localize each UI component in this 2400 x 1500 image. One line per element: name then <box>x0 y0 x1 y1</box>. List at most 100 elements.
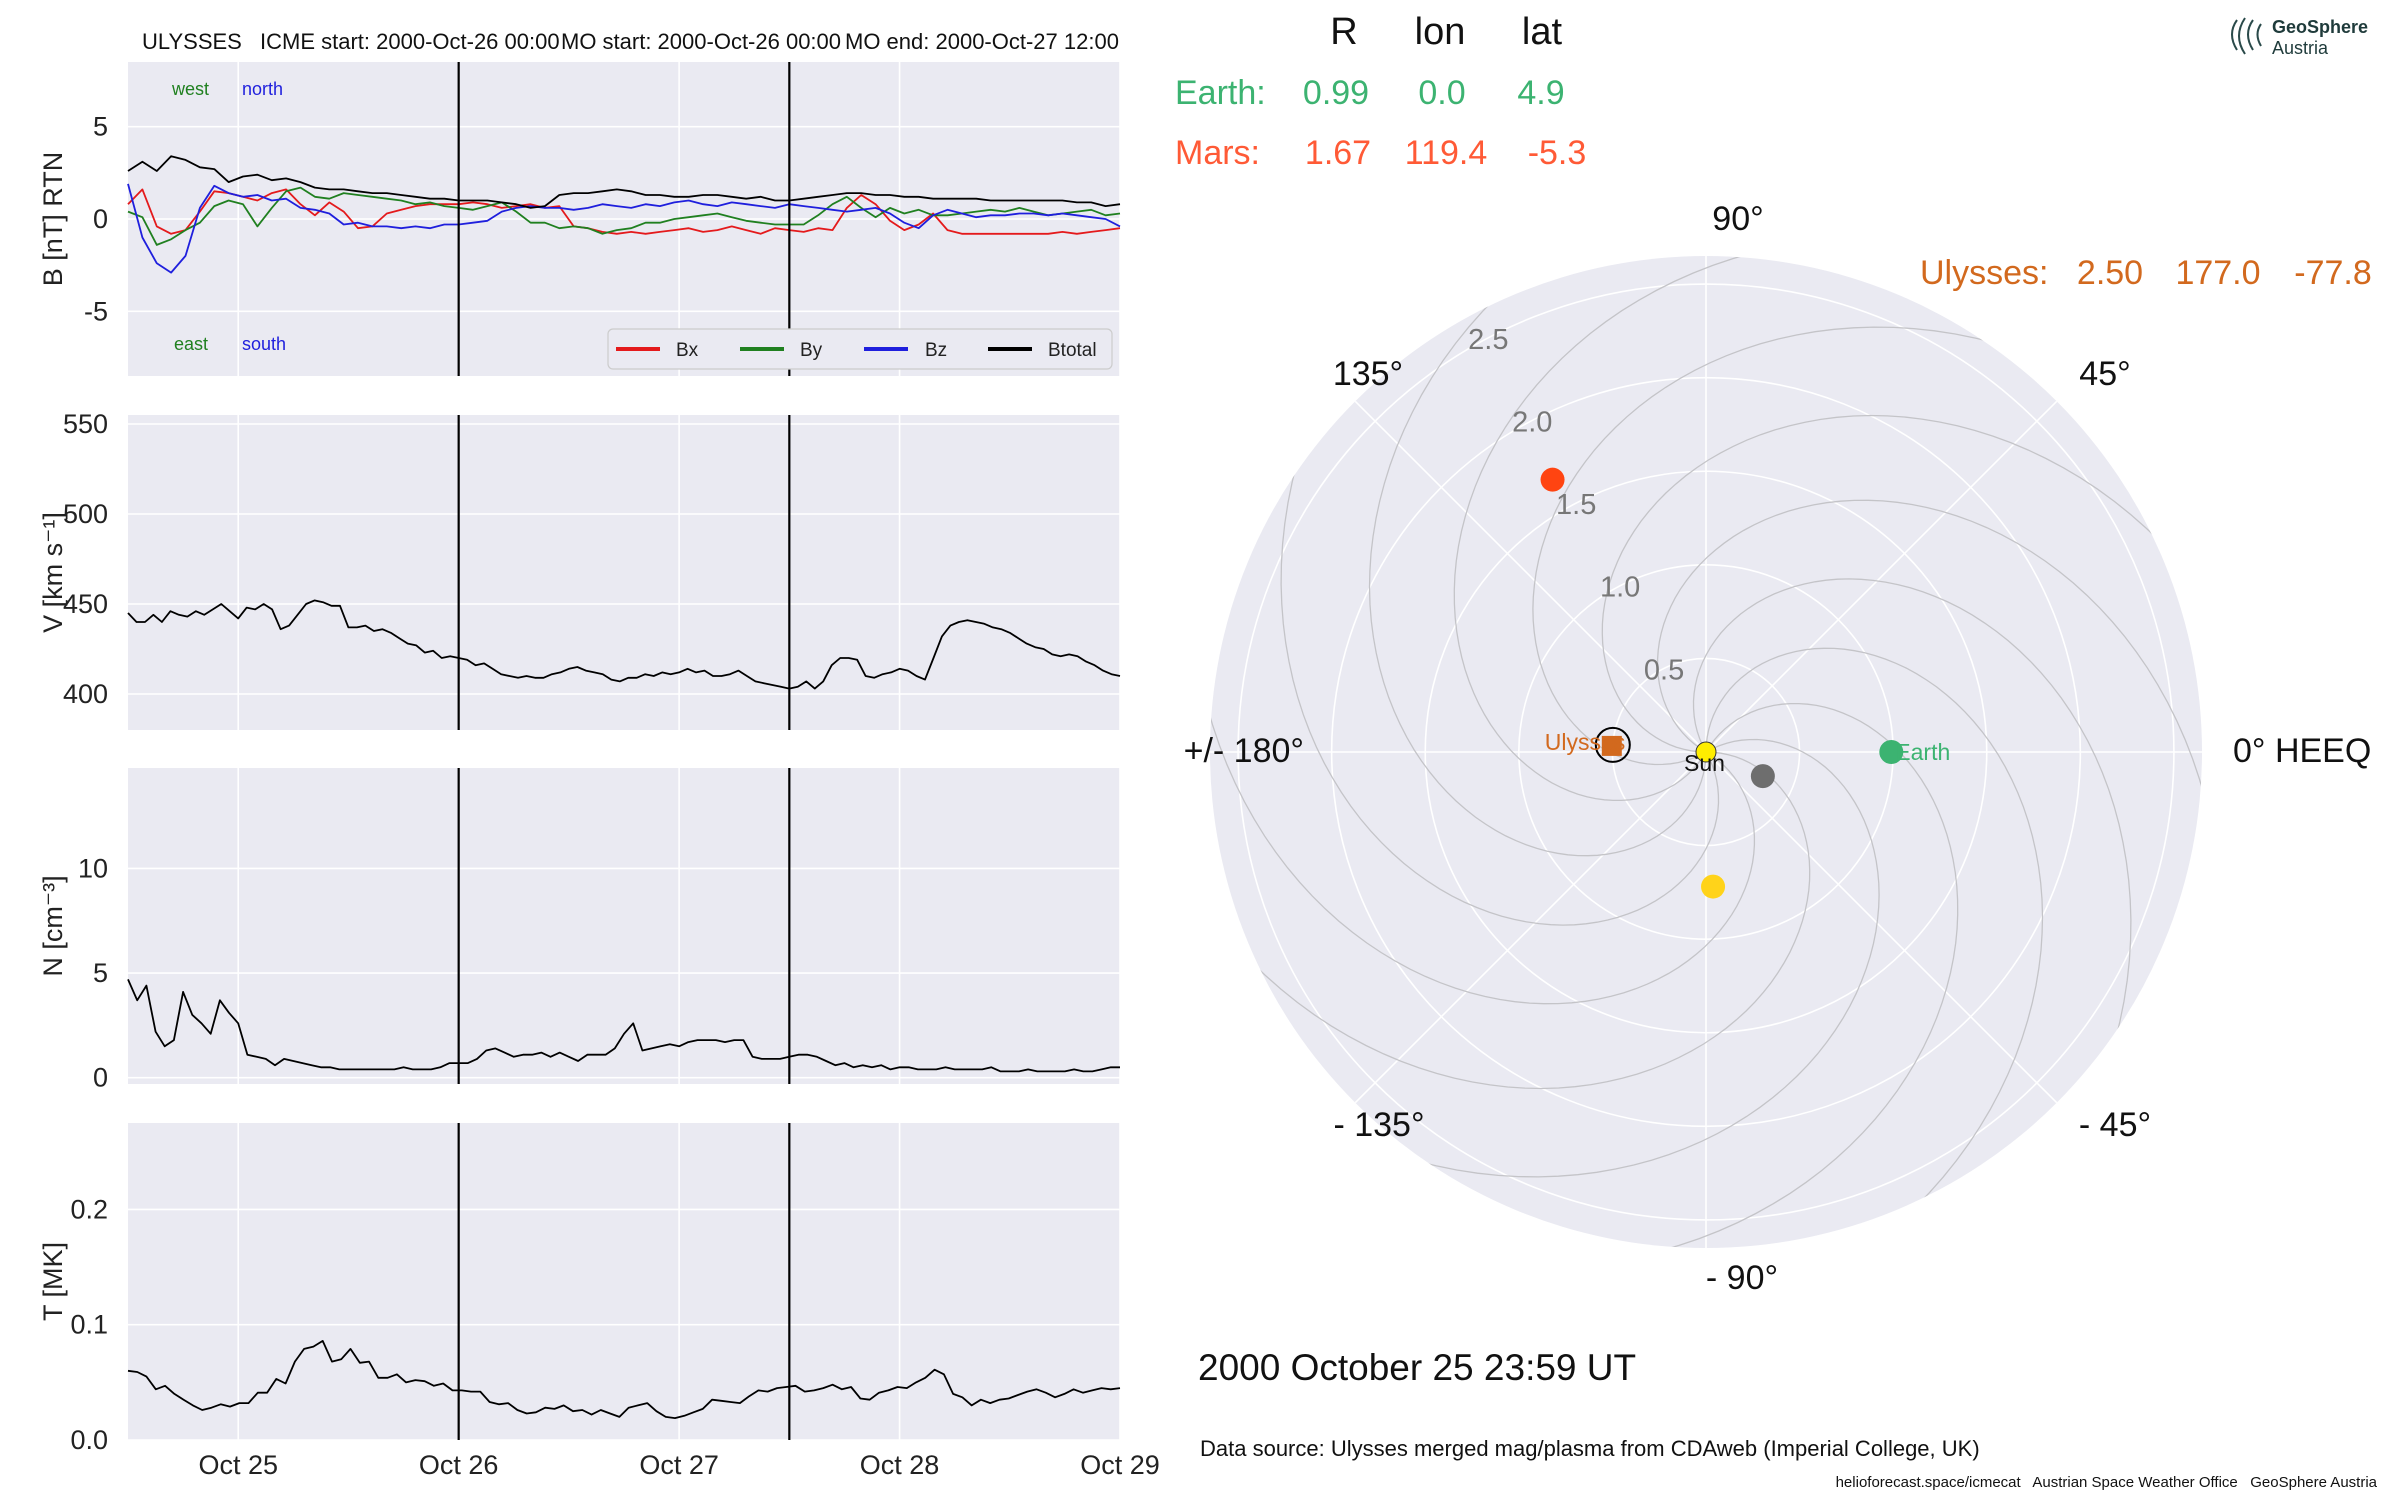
mars-marker <box>1540 467 1565 492</box>
earth-label: Earth <box>1895 739 1950 765</box>
density-panel: 0 5 10 N [cm⁻³] <box>38 768 1121 1093</box>
n-ytick-label: 10 <box>78 853 108 883</box>
polar-spoke <box>1705 751 2058 1104</box>
angle-label: 0° HEEQ <box>2233 732 2371 770</box>
angle-label: - 135° <box>1333 1106 1424 1144</box>
header-spacecraft: ULYSSES <box>142 29 242 54</box>
x-tick-label: Oct 26 <box>419 1450 499 1480</box>
spiral-line <box>1368 256 2004 857</box>
v-ytick-label: 500 <box>63 499 108 529</box>
earth-row-lon: 0.0 <box>1418 74 1465 112</box>
ulysses-label: Ulysses <box>1545 729 1626 755</box>
earth-row-label: Earth: <box>1175 74 1266 112</box>
spiral-line <box>1210 702 1959 1248</box>
earth-marker <box>1879 740 1904 764</box>
radial-tick-label: 2.0 <box>1512 406 1552 438</box>
legend-by-label: By <box>800 340 823 361</box>
series-v <box>127 599 1121 690</box>
table-header-r: R <box>1330 11 1357 53</box>
data-source: Data source: Ulysses merged mag/plasma f… <box>1200 1436 1980 1461</box>
t-ytick-label: 0.1 <box>70 1310 108 1340</box>
legend-bz-label: Bz <box>925 340 947 361</box>
geosphere-logo: GeoSphere Austria <box>2231 17 2368 58</box>
legend-bx-label: Bx <box>676 340 699 361</box>
footer: helioforecast.space/icmecat Austrian Spa… <box>1836 1474 2378 1491</box>
angle-label: - 45° <box>2079 1106 2151 1144</box>
n-ylabel: N [cm⁻³] <box>38 875 68 976</box>
earth-row-lat: 4.9 <box>1517 74 1564 112</box>
legend-btotal-label: Btotal <box>1048 340 1097 361</box>
b-legend: Bx By Bz Btotal <box>607 328 1113 370</box>
angle-label: +/- 180° <box>1184 732 1304 770</box>
series-by <box>127 186 1121 246</box>
t-panel-background <box>128 1123 1120 1440</box>
b-ytick-label: 5 <box>93 112 108 142</box>
logo-line1: GeoSphere <box>2272 17 2368 37</box>
x-tick-label: Oct 25 <box>198 1450 278 1480</box>
series-n <box>127 979 1120 1073</box>
south-label: south <box>242 334 286 354</box>
b-ylabel: B [nT] RTN <box>38 152 68 287</box>
earth-row: Earth: 0.99 0.0 4.9 <box>1175 74 1565 112</box>
b-ytick-label: 0 <box>93 204 108 234</box>
mars-row: Mars: 1.67 119.4 -5.3 <box>1175 134 1586 172</box>
polar-spoke <box>1354 751 1707 1104</box>
t-ytick-label: 0.2 <box>70 1194 108 1224</box>
polar-spoke <box>1354 400 1707 753</box>
speed-panel: 400 450 500 550 V [km s⁻¹] <box>38 409 1121 730</box>
venus-marker <box>1701 874 1726 899</box>
x-tick-label: Oct 28 <box>860 1450 940 1480</box>
timestamp: 2000 October 25 23:59 UT <box>1198 1347 1636 1388</box>
ulysses-marker-ring <box>1594 726 1631 763</box>
b-ytick-label: -5 <box>84 296 108 326</box>
mars-row-r: 1.67 <box>1305 134 1371 172</box>
logo-mark-icon <box>2231 17 2262 55</box>
ulysses-marker <box>1601 735 1622 756</box>
header-icme-start: ICME start: 2000-Oct-26 00:00 <box>260 29 560 54</box>
ulysses-row-lon: 177.0 <box>2175 254 2260 292</box>
v-ylabel: V [km s⁻¹] <box>38 512 68 633</box>
v-ytick-label: 450 <box>63 589 108 619</box>
header-mo-start: MO start: 2000-Oct-26 00:00 <box>561 29 841 54</box>
legend-box <box>607 328 1113 370</box>
n-panel-background <box>128 768 1120 1084</box>
spiral-line <box>1408 647 2044 1248</box>
radial-tick-label: 1.5 <box>1556 489 1596 521</box>
header-mo-end: MO end: 2000-Oct-27 12:00 <box>845 29 1119 54</box>
polar-spoke <box>1705 400 2058 753</box>
mars-row-lon: 119.4 <box>1405 134 1488 172</box>
magnetic-field-panel: -5 0 5 B [nT] RTN <box>38 62 1121 376</box>
series-bx <box>127 188 1121 235</box>
angle-label: - 90° <box>1706 1259 1778 1297</box>
v-ytick-label: 550 <box>63 409 108 439</box>
spiral-line <box>1210 256 1756 1005</box>
v-panel-background <box>128 415 1120 730</box>
radial-tick-label: 0.5 <box>1644 654 1684 686</box>
series-btotal <box>127 155 1121 209</box>
mars-row-lat: -5.3 <box>1528 134 1587 172</box>
mars-row-label: Mars: <box>1175 134 1260 172</box>
angle-label: 90° <box>1712 200 1763 238</box>
angle-label: 135° <box>1333 355 1403 393</box>
x-tick-label: Oct 27 <box>639 1450 719 1480</box>
t-ylabel: T [MK] <box>38 1242 68 1321</box>
mercury-marker <box>1750 764 1775 789</box>
east-label: east <box>174 334 208 354</box>
spiral-line <box>1453 256 2202 802</box>
west-label: west <box>171 79 209 99</box>
sun-marker <box>1695 741 1717 763</box>
sun-label: Sun <box>1684 750 1725 776</box>
ulysses-row-r: 2.50 <box>2077 254 2143 292</box>
polar-position-plot: 90° 45° 0° HEEQ - 45° - 90° - 135° +/- 180° 135… <box>1184 200 2372 1297</box>
series-bz <box>127 183 1121 274</box>
north-label: north <box>242 79 283 99</box>
v-ytick-label: 400 <box>63 679 108 709</box>
ulysses-row: Ulysses: 2.50 177.0 -77.8 <box>1920 254 2372 292</box>
ulysses-row-label: Ulysses: <box>1920 254 2048 292</box>
angle-label: 45° <box>2079 355 2130 393</box>
x-tick-label: Oct 29 <box>1080 1450 1160 1480</box>
spiral-line <box>1656 499 2202 1248</box>
n-ytick-label: 0 <box>93 1063 108 1093</box>
spiral-line <box>1601 414 2202 1050</box>
